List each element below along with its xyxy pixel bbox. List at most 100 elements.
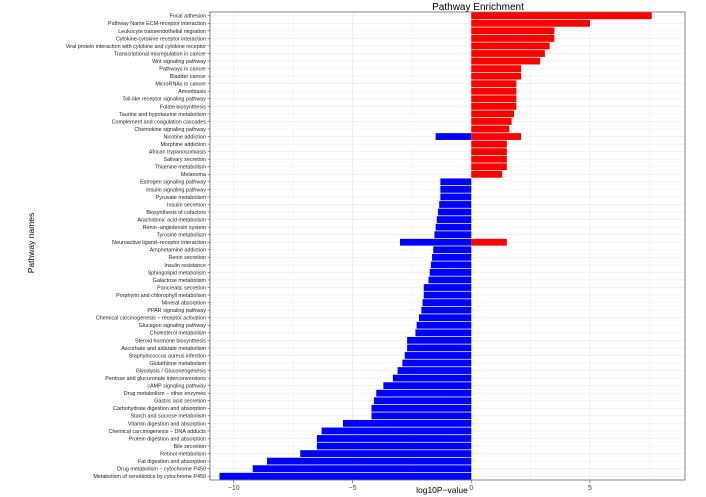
y-tick-label: Fat digestion and absorption bbox=[138, 459, 206, 465]
bar-positive bbox=[471, 238, 507, 246]
bar-negative bbox=[252, 465, 472, 473]
y-tick-label: Steroid hormone biosynthesis bbox=[135, 338, 206, 344]
y-tick-label: Tyrosine metabolism bbox=[157, 233, 207, 239]
bar-positive bbox=[471, 72, 522, 80]
y-tick-label: Morphine addiction bbox=[160, 142, 206, 148]
y-tick-label: Transcriptional misregulation in cancer bbox=[114, 51, 206, 57]
bar-positive bbox=[471, 163, 507, 171]
bar-negative bbox=[423, 291, 472, 299]
y-tick-label: Toll-like receptor signaling pathway bbox=[122, 97, 206, 103]
bar-positive bbox=[471, 110, 514, 118]
y-tick-label: Sphingolipid metabolism bbox=[148, 270, 207, 276]
bar-negative bbox=[316, 442, 472, 450]
y-tick-label: Viral protein interaction with cytokine … bbox=[66, 44, 207, 50]
y-tick-label: Glutathione metabolism bbox=[149, 361, 206, 367]
bar-negative bbox=[343, 419, 472, 427]
y-tick-label: Amoebiasis bbox=[178, 89, 206, 95]
bar-positive bbox=[471, 95, 517, 103]
y-tick-label: Gastric acid secretion bbox=[154, 399, 206, 405]
y-tick-label: Estrogen signaling pathway bbox=[140, 180, 206, 186]
y-tick-label: Insulin secretion bbox=[167, 202, 206, 208]
bar-negative bbox=[435, 133, 472, 140]
y-tick-label: Glucagon signaling pathway bbox=[139, 323, 207, 329]
y-tick-label: Leukocyte transendothelial migration bbox=[118, 29, 206, 35]
y-tick-label: Chemical carcinogenesis − receptor activ… bbox=[96, 316, 206, 322]
y-tick-label: Drug metabolism − cytochrome P450 bbox=[117, 467, 206, 473]
bar-positive bbox=[471, 80, 517, 88]
y-tick-label: Taurine and hypotaurine metabolism bbox=[119, 112, 206, 118]
y-tick-label: Bladder cancer bbox=[170, 74, 206, 80]
y-tick-label: Carbohydrate digestion and absorption bbox=[113, 406, 206, 412]
y-tick-label: Starch and sucrose metabolism bbox=[130, 414, 206, 420]
bar-positive bbox=[471, 140, 507, 148]
y-tick-label: Drug metabolism − other enzymes bbox=[124, 391, 207, 397]
y-tick-label: Salivary secretion bbox=[163, 157, 206, 163]
y-tick-label: Insulin resistance bbox=[164, 263, 206, 269]
bar-positive bbox=[471, 155, 507, 163]
bar-layer bbox=[219, 12, 652, 480]
bar-negative bbox=[415, 329, 472, 337]
y-tick-label: Pentose and glucuronate interconversions bbox=[105, 376, 206, 382]
bar-negative bbox=[267, 457, 472, 465]
bar-positive bbox=[471, 118, 512, 125]
bar-negative bbox=[436, 216, 472, 223]
y-tick-label: MicroRNAs in cancer bbox=[155, 82, 206, 88]
bar-negative bbox=[432, 253, 472, 261]
y-tick-label: Protein digestion and absorption bbox=[129, 436, 206, 442]
panel-border bbox=[209, 11, 686, 481]
y-tick-label: Folate biosynthesis bbox=[160, 104, 206, 110]
bar-positive bbox=[471, 12, 652, 20]
bar-negative bbox=[404, 352, 472, 359]
bar-positive bbox=[471, 35, 555, 42]
bar-negative bbox=[373, 397, 472, 405]
y-tick-label: Chemokine signaling pathway bbox=[134, 127, 206, 133]
bar-negative bbox=[421, 306, 472, 314]
bar-negative bbox=[383, 382, 472, 390]
y-tick-label: Thiamine metabolism bbox=[155, 165, 207, 171]
bar-negative bbox=[422, 299, 472, 307]
bar-negative bbox=[407, 344, 472, 352]
bar-negative bbox=[429, 269, 472, 276]
y-tick-label: Ascorbate and aldarate metabolism bbox=[121, 346, 206, 352]
y-tick-label: Cytokine-cytokine receptor interaction bbox=[116, 36, 206, 42]
bar-positive bbox=[471, 65, 522, 73]
bar-positive bbox=[471, 102, 517, 110]
bar-negative bbox=[400, 238, 472, 246]
bar-negative bbox=[316, 435, 472, 442]
bar-positive bbox=[471, 148, 507, 156]
y-tick-label: Porphyrin and chlorophyll metabolism bbox=[116, 293, 206, 299]
bar-negative bbox=[407, 336, 472, 344]
y-tick-label: Metabolism of xenobiotics by cytochrome … bbox=[93, 474, 206, 480]
y-tick-label: Melanoma bbox=[181, 172, 206, 178]
bar-negative bbox=[371, 412, 472, 420]
y-tick-label: Chemical carcinogenesis − DNA adducts bbox=[108, 429, 206, 435]
y-tick-label: Pancreatic secretion bbox=[157, 285, 206, 291]
y-tick-label: Bile secretion bbox=[174, 444, 206, 450]
y-tick-label: Renin secretion bbox=[169, 255, 206, 261]
y-tick-label: Insulin signaling pathway bbox=[146, 187, 206, 193]
y-tick-label: Pyruvate metabolism bbox=[156, 195, 207, 201]
y-tick-label: Focal adhesion bbox=[169, 14, 206, 20]
y-tick-label: Cholesterol metabolism bbox=[150, 331, 207, 337]
bar-negative bbox=[438, 208, 472, 216]
x-tick-label: −10 bbox=[228, 485, 240, 492]
y-tick-label: Mineral absorption bbox=[162, 301, 206, 307]
y-tick-label: Glycolysis / Gluconeogenesis bbox=[136, 368, 207, 374]
bar-positive bbox=[471, 125, 510, 133]
x-axis-title: log10P−value bbox=[416, 485, 468, 495]
chart-title: Pathway Enrichment bbox=[432, 2, 524, 13]
bar-negative bbox=[423, 284, 472, 291]
y-tick-label: Neuroactive ligand−receptor interaction bbox=[112, 240, 206, 246]
bar-negative bbox=[430, 261, 472, 269]
bar-negative bbox=[435, 223, 472, 231]
bar-positive bbox=[471, 19, 590, 27]
bar-negative bbox=[416, 321, 472, 329]
y-tick-label: Wnt signaling pathway bbox=[152, 59, 206, 65]
y-tick-label: PPAR signaling pathway bbox=[147, 308, 206, 314]
bar-negative bbox=[433, 246, 472, 254]
y-tick-label: cAMP signaling pathway bbox=[147, 384, 206, 390]
y-tick-label: Galactose metabolism bbox=[153, 278, 207, 284]
bar-negative bbox=[321, 427, 472, 435]
bar-negative bbox=[440, 178, 472, 186]
